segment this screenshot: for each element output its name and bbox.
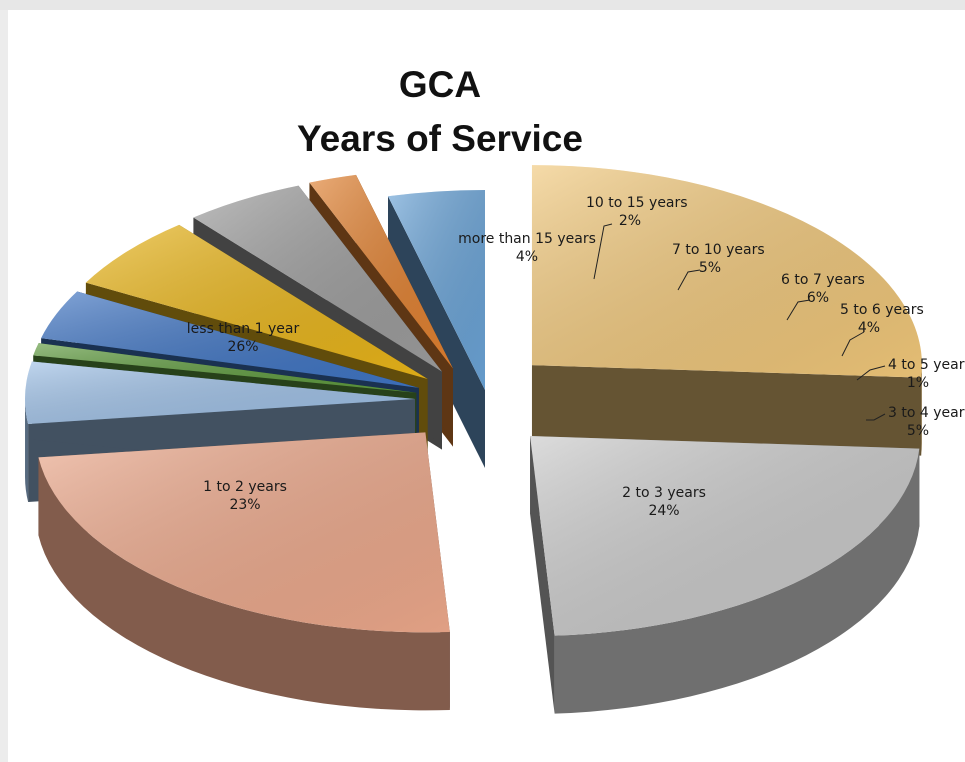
label-leader-line [866, 413, 886, 421]
chart-title: GCA [399, 64, 481, 105]
slice-side-wall [921, 365, 922, 456]
slice-top-shine [85, 224, 428, 379]
slice-top-shine [193, 185, 443, 372]
slice-side-wall [38, 457, 450, 711]
slice-value-label: 26% [227, 339, 258, 355]
slice-labels: less than 1 year 26% 1 to 2 years 23% 2 to 3… [187, 195, 965, 519]
slice-category-label: 10 to 15 years [586, 195, 688, 211]
slice-category-label: 5 to 6 years [840, 302, 924, 318]
label-leader-line [856, 365, 886, 381]
slice-category-label: more than 15 years [458, 231, 596, 247]
slice-cut-wall [530, 436, 555, 714]
slice-value-label: 4% [516, 249, 538, 265]
slice-value-label: 24% [648, 503, 679, 519]
slice-category-label: 1 to 2 years [203, 479, 287, 495]
slice-category-label: less than 1 year [187, 321, 300, 337]
slice-category-label: 7 to 10 years [672, 242, 765, 258]
slice-value-label: 5% [907, 423, 929, 439]
slice-cut-wall [388, 196, 485, 468]
slice-cut-wall [531, 365, 922, 456]
slice-category-label: 6 to 7 years [781, 272, 865, 288]
label-leader-line [841, 331, 865, 357]
pie-slice [530, 436, 920, 714]
slice-value-label: 1% [907, 375, 929, 391]
slice-value-label: 4% [858, 320, 880, 336]
slice-top-shine [25, 361, 416, 425]
slice-side-wall [554, 448, 920, 714]
pie-slices [25, 165, 922, 714]
top-bar [0, 0, 965, 10]
slice-category-label: 3 to 4 years [888, 405, 965, 421]
slice-top-shine [531, 165, 922, 378]
slice-top-shine [309, 174, 454, 369]
pie-slice [531, 165, 922, 456]
slice-category-label: 2 to 3 years [622, 485, 706, 501]
label-leader-line [786, 299, 811, 321]
slice-value-label: 23% [229, 497, 260, 513]
pie-slice [38, 432, 450, 711]
slice-top-shine [41, 291, 419, 388]
slice-top-shine [530, 436, 920, 636]
slice-category-label: 4 to 5 years [888, 357, 965, 373]
slice-top-shine [388, 190, 485, 390]
slice-top-shine [33, 343, 417, 393]
slice-value-label: 6% [807, 290, 829, 306]
label-leader-line [593, 223, 613, 280]
slice-top-shine [38, 432, 450, 633]
label-leader-line [677, 269, 701, 291]
pie-slice [388, 190, 485, 468]
chart-subtitle: Years of Service [297, 118, 583, 159]
slice-side-wall [25, 398, 29, 503]
slice-value-label: 5% [699, 260, 721, 276]
slice-value-label: 2% [619, 213, 641, 229]
